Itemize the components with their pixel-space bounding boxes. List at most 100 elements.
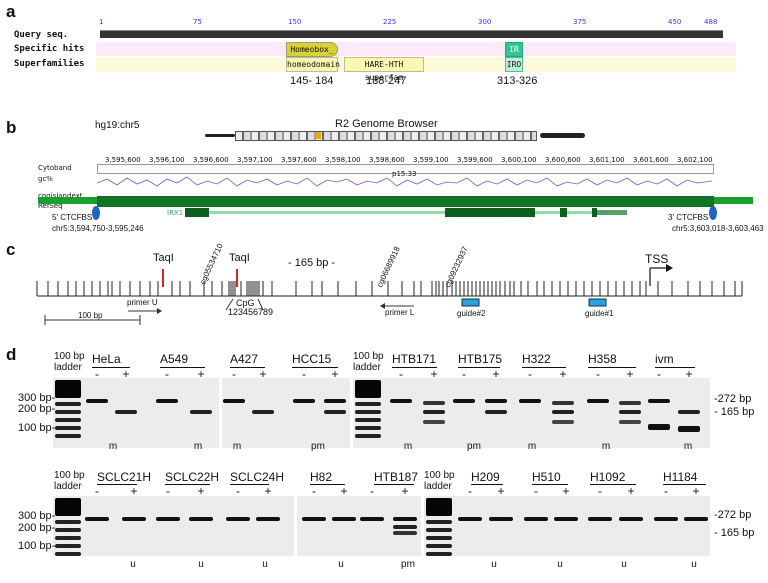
digest-band: [122, 517, 146, 521]
digest-band: [423, 420, 445, 424]
gel-image: [353, 378, 710, 448]
ladder-label: 100 bp ladder: [353, 351, 384, 373]
track-label-refseq: RefSeq: [38, 202, 63, 210]
ladder-band: [55, 426, 81, 430]
ruler-label: 3,598,600: [369, 156, 405, 164]
ir-hit[interactable]: IR: [505, 42, 523, 57]
pcr-band: [223, 399, 245, 403]
digest-band: [189, 517, 213, 521]
digest-band: [619, 410, 641, 414]
header-underline: [165, 484, 210, 485]
ctcf-3prime-label: 3' CTCFBS: [668, 213, 709, 222]
refseq-exon: [185, 208, 209, 217]
ruler-tick: 375: [573, 18, 587, 26]
cell-line-label: H358: [588, 352, 617, 366]
minus-label: -: [399, 367, 403, 381]
pcr-band: [654, 517, 678, 521]
ladder-band: [55, 410, 81, 414]
ladder-band: [355, 426, 381, 430]
digest-band: [678, 410, 700, 414]
methylation-status: u: [691, 559, 697, 570]
cell-line-label: HTB175: [458, 352, 503, 366]
pcr-band: [648, 399, 670, 403]
minus-label: -: [657, 367, 661, 381]
minus-label: -: [95, 367, 99, 381]
digest-band: [256, 517, 280, 521]
header-underline: [374, 484, 414, 485]
row-superfamilies-label: Superfamilies: [14, 59, 85, 69]
ruler-label: 3,595,600: [105, 156, 141, 164]
header-underline: [458, 367, 500, 368]
header-underline: [590, 484, 636, 485]
plus-label: +: [130, 484, 138, 498]
digest-band: [332, 517, 356, 521]
digest-band: [252, 410, 274, 414]
cell-line-label: H510: [532, 470, 561, 484]
plus-label: +: [430, 367, 438, 381]
digest-band: [324, 399, 346, 403]
taqi-site-label: TaqI: [229, 252, 250, 264]
plus-label: +: [559, 367, 567, 381]
pcr-band: [226, 517, 250, 521]
cell-line-label: H1184: [663, 470, 698, 484]
ladder-band: [426, 520, 452, 524]
digest-band: [485, 410, 507, 414]
plus-label: +: [497, 484, 505, 498]
minus-label: -: [370, 484, 374, 498]
plus-label: +: [692, 484, 700, 498]
cell-line-label: HeLa: [92, 352, 121, 366]
cell-line-label: SCLC21H: [97, 470, 152, 484]
ladder-band: [55, 380, 81, 398]
methylation-status: m: [527, 441, 537, 452]
refseq-exon: [592, 208, 597, 217]
iro-hit[interactable]: IRO: [505, 57, 523, 72]
pcr-band: [85, 517, 109, 521]
plus-label: +: [626, 367, 634, 381]
gel-image: [53, 496, 294, 556]
digest-band: [393, 531, 417, 535]
plus-label: +: [264, 484, 272, 498]
genome-ruler: 3,595,600 3,596,100 3,596,600 3,597,100 …: [97, 150, 713, 165]
plus-label: +: [197, 367, 205, 381]
cell-line-label: HTB171: [392, 352, 437, 366]
ruler-label: 3,596,600: [193, 156, 229, 164]
ladder-label: 100 bp ladder: [54, 470, 85, 492]
minus-label: -: [596, 367, 600, 381]
panel-d-label: d: [6, 345, 17, 364]
digest-band: [552, 410, 574, 414]
ctcf-3prime-pos: chr5:3,603,018-3,603,463: [672, 224, 764, 233]
minus-label: -: [534, 484, 538, 498]
guide1-label: guide#1: [585, 309, 614, 318]
methylation-status: m: [193, 441, 203, 452]
methylation-status: m: [108, 441, 118, 452]
ruler-label: 3,598,100: [325, 156, 361, 164]
cell-line-label: ivm: [655, 352, 674, 366]
hare-hth-hit[interactable]: HARE-HTH superfam: [344, 57, 424, 82]
pcr-band: [519, 399, 541, 403]
panel-a-label: a: [6, 2, 16, 21]
minus-label: -: [312, 484, 316, 498]
size-marker: 100 bp-: [18, 422, 56, 434]
row-specific-label: Specific hits: [14, 44, 85, 54]
ruler-tick: 488: [704, 18, 718, 26]
homeodomain-hit[interactable]: homeodomain: [286, 57, 340, 72]
digest-band: [619, 517, 643, 521]
methylation-status: m: [232, 441, 242, 452]
range-label: 188-247: [366, 75, 407, 87]
ladder-band: [55, 520, 81, 524]
genome-coord: hg19:chr5: [95, 120, 140, 131]
size-marker: -272 bp: [714, 393, 752, 405]
ruler-tick: 150: [288, 18, 302, 26]
ruler-label: 3,600,100: [501, 156, 537, 164]
pcr-band: [524, 517, 548, 521]
cpg-label: CpG: [236, 298, 255, 308]
minus-label: -: [302, 367, 306, 381]
plus-label: +: [122, 367, 130, 381]
ruler-label: 3,600,600: [545, 156, 581, 164]
digest-band: [393, 517, 417, 521]
header-underline: [97, 484, 137, 485]
ctcf-5prime-marker: [92, 206, 100, 220]
specific-hits-row: [96, 42, 736, 56]
ruler-label: 3,599,100: [413, 156, 449, 164]
homeobox-hit[interactable]: Homeobox_: [286, 42, 338, 57]
